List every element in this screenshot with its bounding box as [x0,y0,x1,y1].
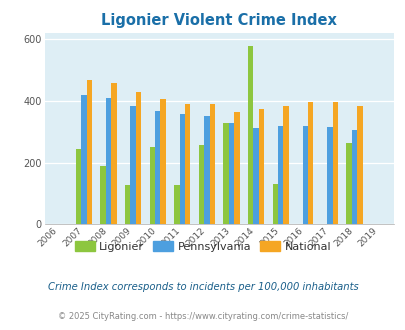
Bar [130,106,136,224]
Bar [228,123,234,224]
Bar [125,185,130,224]
Bar [253,128,258,224]
Bar [345,143,351,224]
Bar [307,102,313,224]
Bar [160,99,166,224]
Bar [247,46,253,224]
Bar [302,126,307,224]
Bar [356,106,362,224]
Bar [234,112,239,224]
Bar [209,104,215,224]
Bar [277,126,283,224]
Bar [155,111,160,224]
Bar [204,116,209,224]
Bar [149,147,155,224]
Bar [174,185,179,224]
Text: Crime Index corresponds to incidents per 100,000 inhabitants: Crime Index corresponds to incidents per… [47,282,358,292]
Bar [283,106,288,224]
Bar [258,109,264,224]
Bar [81,95,87,224]
Bar [223,123,228,224]
Bar [185,104,190,224]
Bar [272,184,277,224]
Bar [76,149,81,224]
Bar [106,98,111,224]
Bar [351,130,356,224]
Text: © 2025 CityRating.com - https://www.cityrating.com/crime-statistics/: © 2025 CityRating.com - https://www.city… [58,312,347,321]
Bar [87,80,92,224]
Bar [111,83,116,224]
Bar [179,114,185,224]
Title: Ligonier Violent Crime Index: Ligonier Violent Crime Index [101,13,336,28]
Legend: Ligonier, Pennsylvania, National: Ligonier, Pennsylvania, National [70,237,335,256]
Bar [326,127,332,224]
Bar [332,102,337,224]
Bar [100,166,106,224]
Bar [136,92,141,224]
Bar [198,145,204,224]
